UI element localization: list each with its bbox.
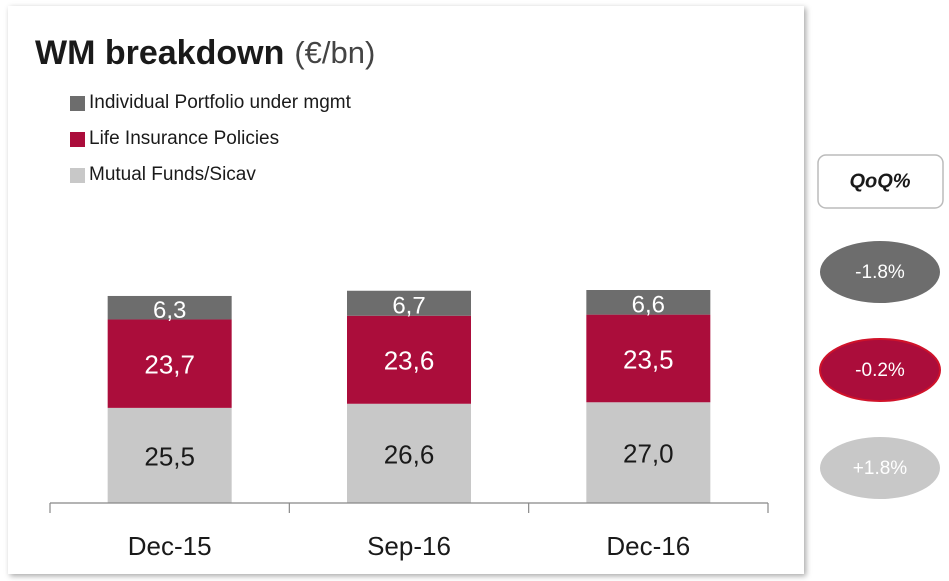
chart-title: WM breakdown (35, 34, 284, 72)
qoq-label: -0.2% (855, 360, 905, 381)
qoq-box (817, 154, 944, 209)
qoq-label: -1.8% (855, 262, 905, 283)
qoq-label: +1.8% (853, 458, 908, 479)
data-label: 6,3 (153, 297, 186, 324)
bar-segment (586, 402, 711, 503)
legend-swatch (70, 132, 85, 147)
x-tick-label: Dec-15 (128, 531, 212, 561)
data-label: 25,5 (144, 441, 195, 471)
data-label: 6,7 (392, 293, 425, 320)
qoq-title: QoQ% (849, 170, 910, 192)
bar-segment (347, 290, 471, 316)
data-label: 23,7 (144, 350, 195, 380)
legend-label: Mutual Funds/Sicav (89, 164, 256, 185)
bar-segment (107, 295, 232, 320)
qoq-badge (820, 241, 940, 303)
data-label: 23,6 (384, 346, 435, 376)
bar-segment (347, 315, 471, 404)
data-label: 6,6 (632, 292, 665, 319)
qoq-badge (820, 437, 940, 499)
qoq-badge (819, 338, 941, 402)
x-tick-label: Dec-16 (606, 531, 690, 561)
bar-segment (347, 403, 471, 503)
data-label: 27,0 (623, 439, 674, 469)
bar-segment (586, 314, 711, 403)
legend-swatch (70, 96, 85, 111)
bar-segment (107, 319, 232, 408)
legend-swatch (70, 168, 85, 183)
bar-segment (107, 407, 232, 503)
legend-label: Individual Portfolio under mgmt (89, 92, 352, 113)
chart-title-group: WM breakdown (€/bn) (35, 34, 375, 72)
legend-label: Life Insurance Policies (89, 128, 279, 149)
chart-subtitle: (€/bn) (294, 35, 375, 70)
data-label: 26,6 (384, 439, 435, 469)
bar-segment (586, 290, 711, 315)
x-tick-label: Sep-16 (367, 531, 451, 561)
data-label: 23,5 (623, 344, 674, 374)
